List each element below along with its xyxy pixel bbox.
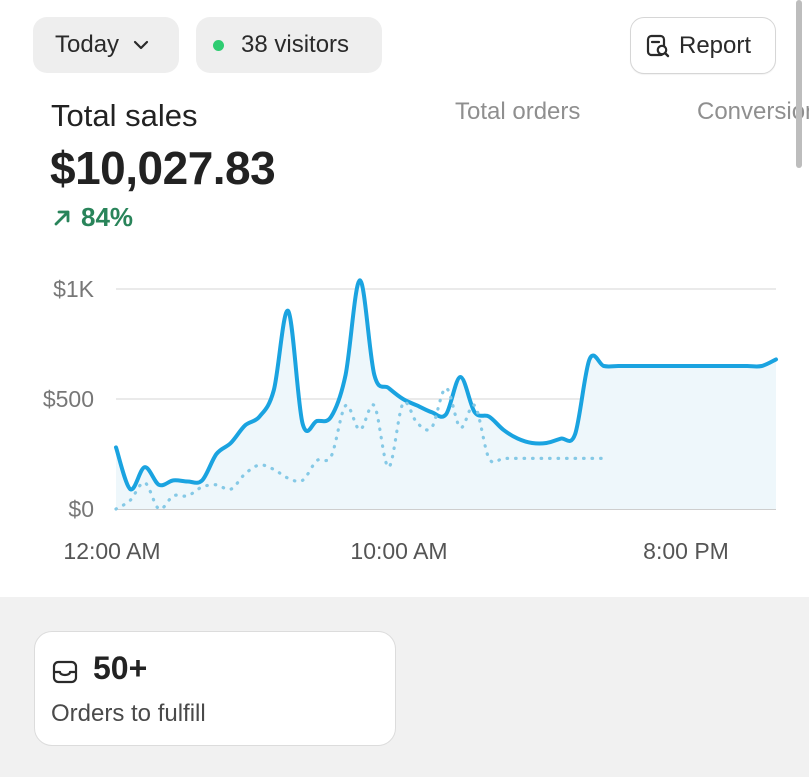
comparison-series-line [114, 386, 606, 511]
chart-series [114, 278, 778, 511]
scrollbar[interactable] [796, 0, 802, 168]
metric-tab-total-orders[interactable]: Total orders [455, 98, 581, 125]
x-tick-label: 8:00 PM [643, 538, 729, 564]
orders-to-fulfill-label: Orders to fulfill [51, 700, 206, 727]
chart-y-axis: $0 $500 $1K [43, 276, 95, 522]
orders-to-fulfill-value: 50+ [93, 650, 148, 686]
sales-overview-panel: Today 38 visitors Report Total sales $10… [33, 0, 809, 564]
sales-series-line [114, 278, 778, 492]
total-sales-change: 84% [51, 202, 133, 233]
live-dot-icon [213, 39, 224, 51]
orders-to-fulfill-card[interactable]: 50+ Orders to fulfill [34, 631, 396, 746]
x-tick-label: 12:00 AM [63, 538, 160, 564]
total-sales-change-value: 84% [81, 202, 134, 232]
date-filter-dropdown[interactable]: Today [33, 17, 179, 73]
x-tick-label: 10:00 AM [350, 538, 447, 564]
live-visitors-pill[interactable]: 38 visitors [196, 17, 382, 73]
chart-x-axis: 12:00 AM 10:00 AM 8:00 PM [63, 538, 728, 564]
visitors-label: 38 visitors [241, 31, 350, 58]
date-filter-label: Today [55, 31, 120, 58]
inbox-icon [50, 657, 80, 687]
sales-line-chart: $0 $500 $1K 12:00 AM 10:00 AM 8:00 PM [43, 276, 778, 564]
report-button-label: Report [679, 31, 752, 59]
metric-tab-total-sales[interactable]: Total sales [51, 98, 198, 133]
chevron-down-icon [131, 38, 151, 52]
y-tick-label: $500 [43, 386, 94, 412]
y-tick-label: $1K [53, 276, 95, 302]
report-search-icon [645, 33, 671, 59]
metric-tab-conversion-rate[interactable]: Conversion rate [697, 98, 809, 125]
chart-area-fill [116, 280, 776, 509]
report-button[interactable]: Report [630, 17, 776, 74]
arrow-up-right-icon [51, 207, 73, 229]
total-sales-value: $10,027.83 [50, 142, 276, 194]
y-tick-label: $0 [68, 496, 94, 522]
series-area [116, 280, 776, 509]
